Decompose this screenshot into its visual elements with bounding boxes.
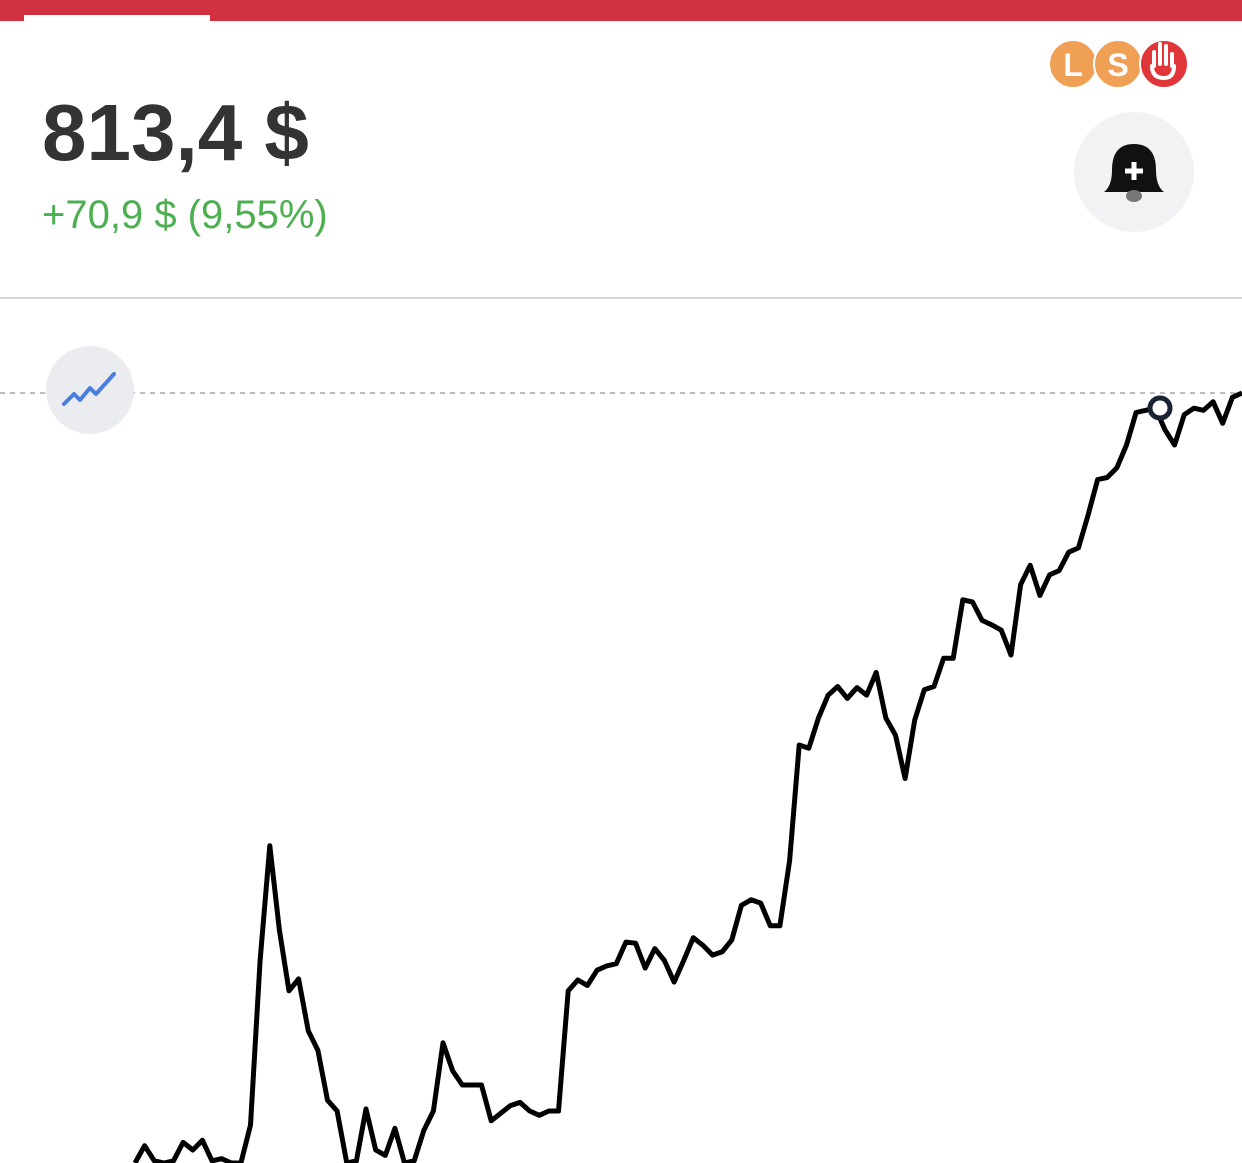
- chart-type-button[interactable]: [46, 346, 134, 434]
- alert-button[interactable]: [1074, 112, 1194, 232]
- marker: [1147, 395, 1173, 421]
- tab-indicator: [24, 15, 210, 21]
- top-bar: [0, 0, 1242, 21]
- badge-label: S: [1107, 47, 1128, 83]
- chart-icon: [62, 372, 116, 406]
- plot: [132, 390, 1242, 1163]
- badges: L S: [1048, 39, 1189, 89]
- plus-icon: [1125, 162, 1143, 180]
- hand-icon: [1150, 42, 1176, 81]
- price-change: +70,9 $ (9,55%): [42, 193, 328, 237]
- bell-clapper: [1126, 190, 1142, 202]
- price-line: [132, 390, 1242, 1163]
- badge-label: L: [1063, 47, 1083, 83]
- price: 813,4 $: [42, 88, 309, 177]
